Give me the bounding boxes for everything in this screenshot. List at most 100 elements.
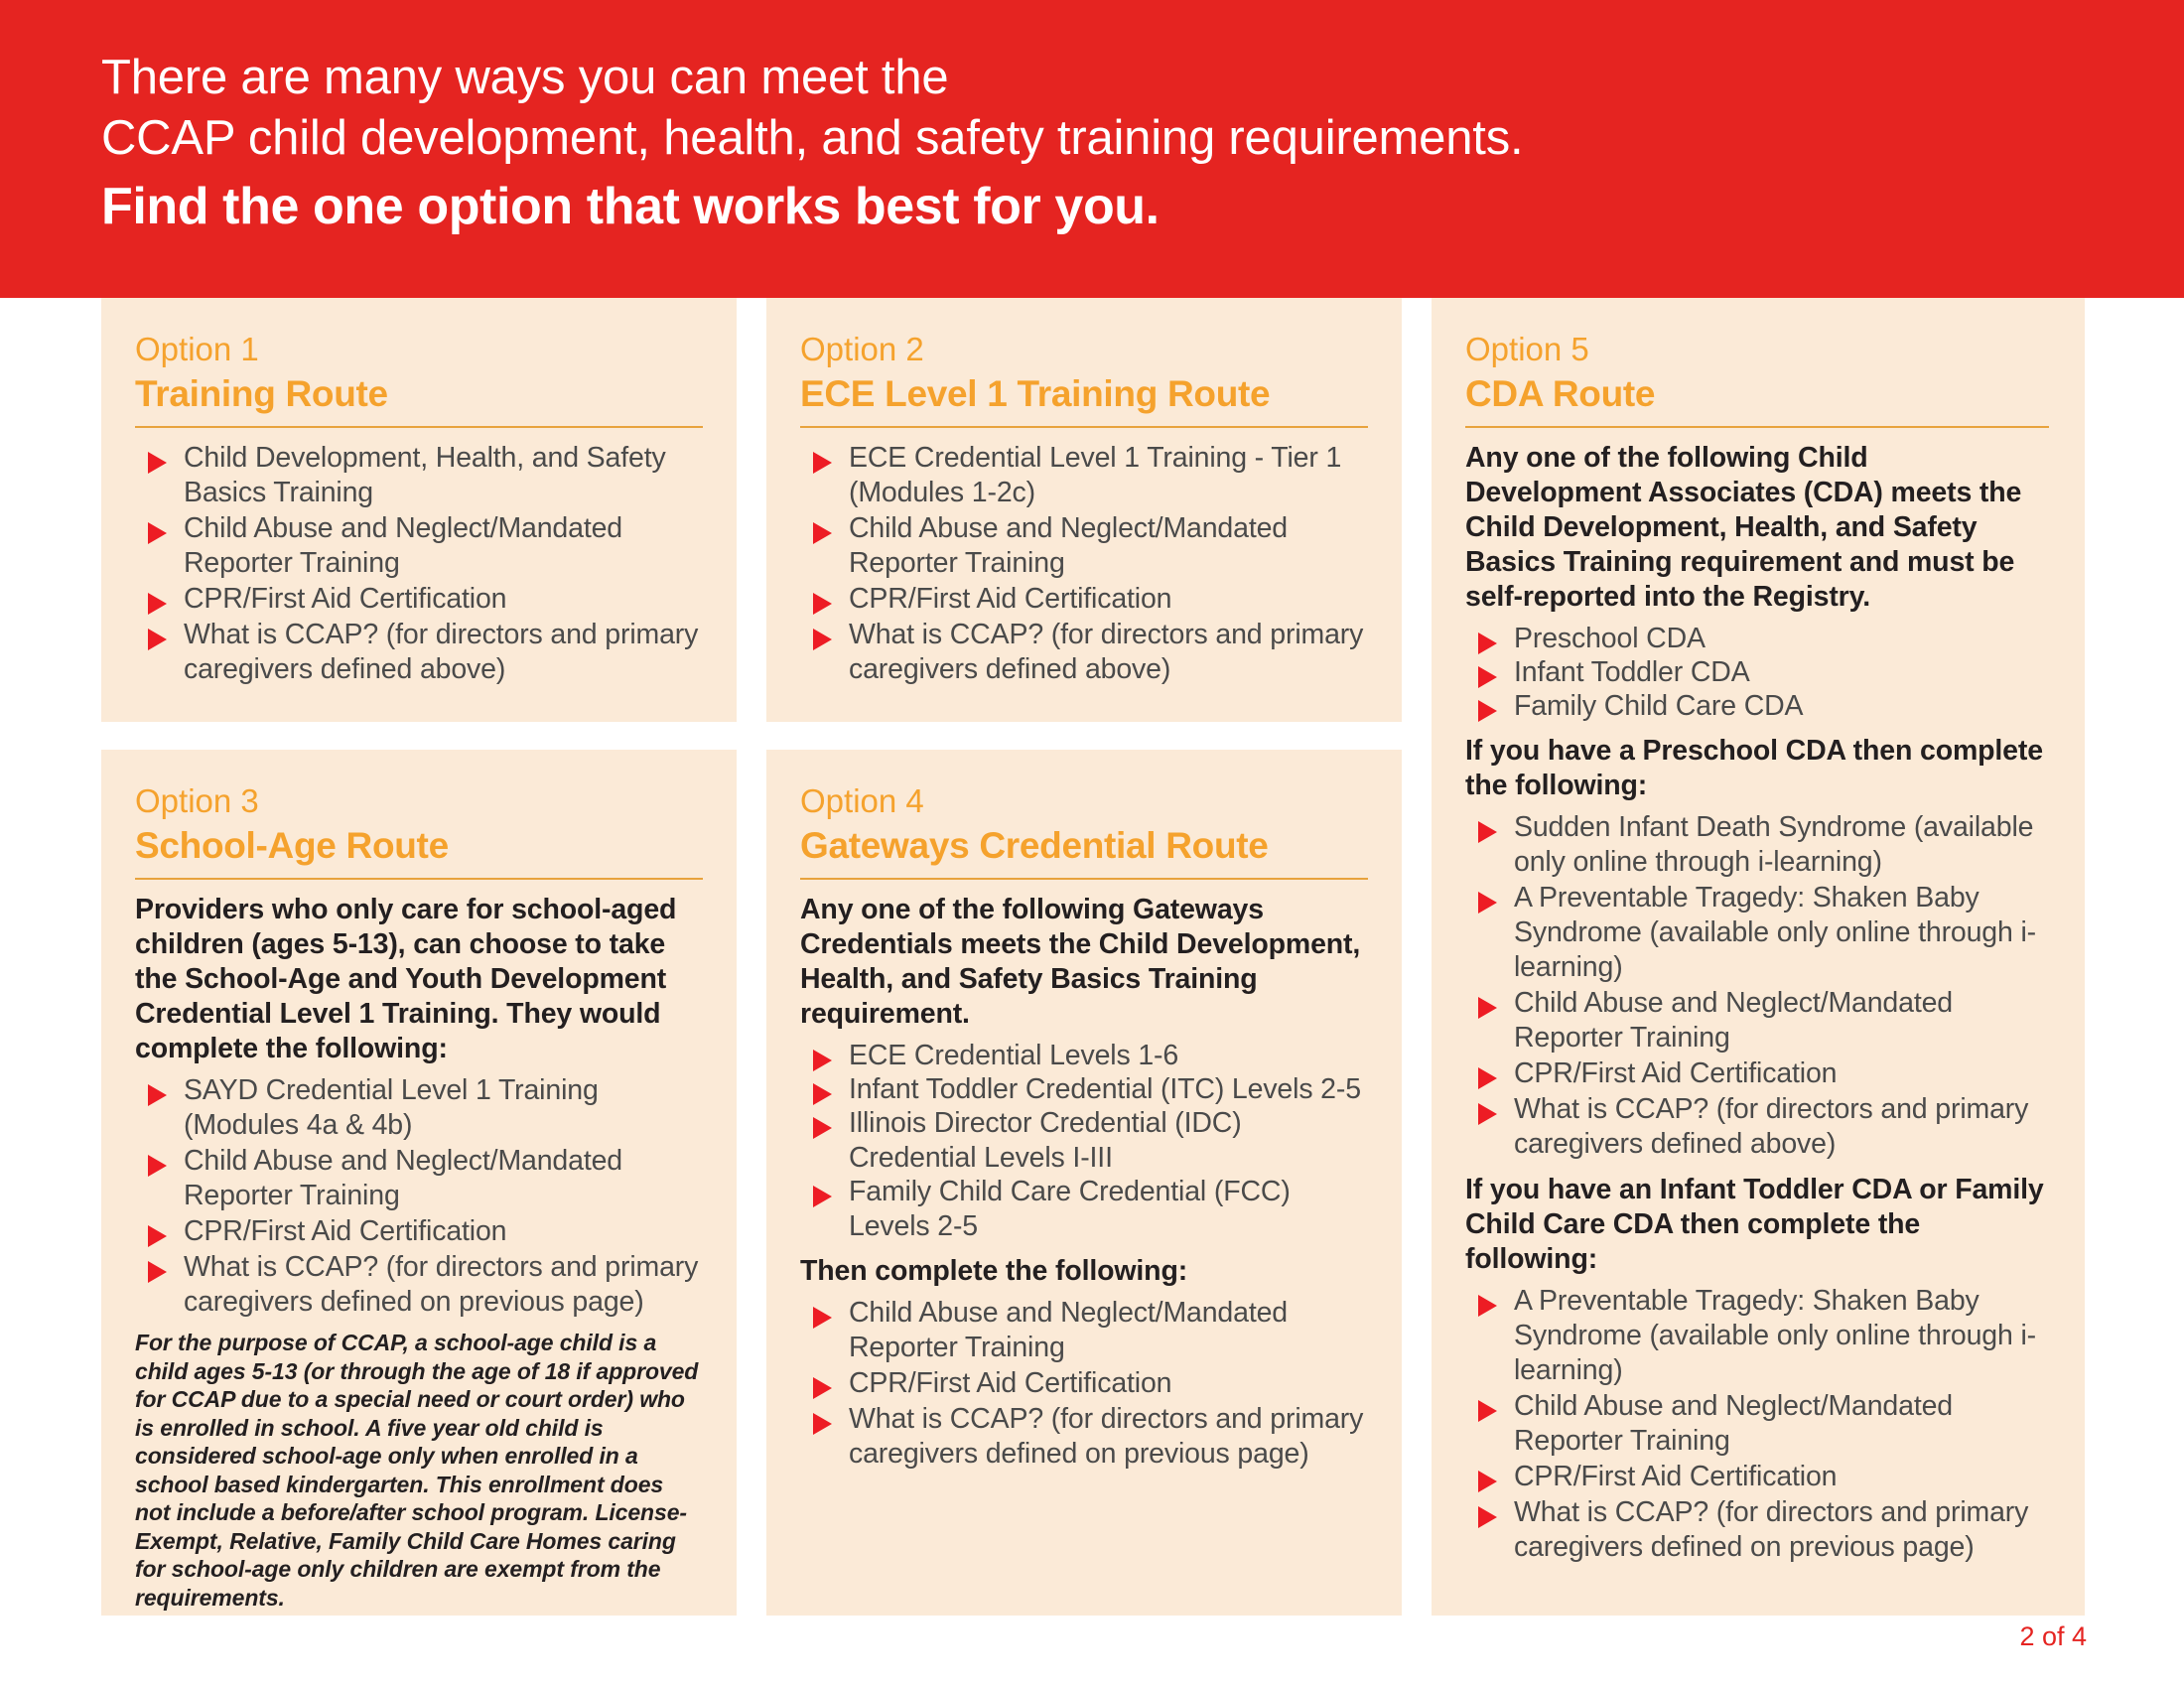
list-item-label: A Preventable Tragedy: Shaken Baby Syndr… <box>1514 1285 2037 1386</box>
option-card-3: Option 3 School-Age Route Providers who … <box>101 750 737 1616</box>
list-item: What is CCAP? (for directors and primary… <box>135 1250 703 1320</box>
triangle-bullet-icon <box>148 1084 167 1106</box>
list-item: A Preventable Tragedy: Shaken Baby Syndr… <box>1465 1284 2051 1388</box>
triangle-bullet-icon <box>813 629 832 650</box>
list-item-label: ECE Credential Level 1 Training - Tier 1… <box>849 442 1342 508</box>
list-item-label: Child Abuse and Neglect/Mandated Reporte… <box>849 512 1289 579</box>
list-item-label: What is CCAP? (for directors and primary… <box>1514 1496 2029 1563</box>
option-4-credentials-list: ECE Credential Levels 1-6 Infant Toddler… <box>800 1039 1368 1244</box>
list-item-label: Preschool CDA <box>1514 623 1706 654</box>
triangle-bullet-icon <box>1478 892 1497 914</box>
list-item-label: What is CCAP? (for directors and primary… <box>849 619 1364 685</box>
list-item-label: CPR/First Aid Certification <box>184 583 507 615</box>
triangle-bullet-icon <box>813 1307 832 1329</box>
list-item-label: Child Development, Health, and Safety Ba… <box>184 442 666 508</box>
option-3-intro: Providers who only care for school-aged … <box>135 894 677 1064</box>
option-4-then-list: Child Abuse and Neglect/Mandated Reporte… <box>800 1296 1368 1472</box>
triangle-bullet-icon <box>1478 1471 1497 1492</box>
list-item: Family Child Care Credential (FCC) Level… <box>800 1175 1368 1244</box>
list-item: ECE Credential Level 1 Training - Tier 1… <box>800 441 1368 510</box>
list-item: Sudden Infant Death Syndrome (available … <box>1465 810 2051 880</box>
option-3-label: Option 3 <box>135 782 259 819</box>
triangle-bullet-icon <box>1478 1103 1497 1125</box>
triangle-bullet-icon <box>1478 1400 1497 1422</box>
triangle-bullet-icon <box>813 1117 832 1139</box>
list-item: CPR/First Aid Certification <box>800 582 1368 617</box>
triangle-bullet-icon <box>813 593 832 615</box>
list-item: CPR/First Aid Certification <box>135 582 703 617</box>
triangle-bullet-icon <box>813 1413 832 1435</box>
list-item-label: SAYD Credential Level 1 Training (Module… <box>184 1074 599 1141</box>
list-item: Family Child Care CDA <box>1465 689 2051 724</box>
option-1-divider <box>135 426 703 428</box>
triangle-bullet-icon <box>148 522 167 544</box>
list-item-label: What is CCAP? (for directors and primary… <box>184 1251 699 1318</box>
header-line-2: CCAP child development, health, and safe… <box>101 111 1524 165</box>
list-item-label: CPR/First Aid Certification <box>1514 1057 1838 1089</box>
option-2-title: ECE Level 1 Training Route <box>800 373 1271 414</box>
triangle-bullet-icon <box>1478 821 1497 843</box>
option-3-requirements-list: SAYD Credential Level 1 Training (Module… <box>135 1073 703 1320</box>
header-line-3-emphasis: Find the one option that works best for … <box>101 178 1160 235</box>
list-item-label: CPR/First Aid Certification <box>849 583 1172 615</box>
list-item-label: Infant Toddler Credential (ITC) Levels 2… <box>849 1073 1361 1105</box>
triangle-bullet-icon <box>813 522 832 544</box>
list-item: ECE Credential Levels 1-6 <box>800 1039 1368 1073</box>
option-2-divider <box>800 426 1368 428</box>
option-card-1: Option 1 Training Route Child Developmen… <box>101 298 737 722</box>
list-item: Child Abuse and Neglect/Mandated Reporte… <box>1465 1389 2051 1459</box>
triangle-bullet-icon <box>1478 1295 1497 1317</box>
list-item: What is CCAP? (for directors and primary… <box>1465 1495 2051 1565</box>
triangle-bullet-icon <box>1478 700 1497 722</box>
option-5-cda-list: Preschool CDA Infant Toddler CDA Family … <box>1465 622 2051 724</box>
list-item-label: What is CCAP? (for directors and primary… <box>1514 1093 2029 1160</box>
option-5-label: Option 5 <box>1465 331 1589 367</box>
triangle-bullet-icon <box>813 1377 832 1399</box>
option-4-intro: Any one of the following Gateways Creden… <box>800 894 1361 1030</box>
list-item-label: Child Abuse and Neglect/Mandated Reporte… <box>1514 987 1954 1054</box>
list-item: Child Development, Health, and Safety Ba… <box>135 441 703 510</box>
list-item: SAYD Credential Level 1 Training (Module… <box>135 1073 703 1143</box>
list-item-label: Family Child Care Credential (FCC) Level… <box>849 1176 1291 1242</box>
triangle-bullet-icon <box>1478 1506 1497 1528</box>
list-item: CPR/First Aid Certification <box>1465 1056 2051 1091</box>
triangle-bullet-icon <box>148 1261 167 1283</box>
list-item-label: Child Abuse and Neglect/Mandated Reporte… <box>849 1297 1289 1363</box>
triangle-bullet-icon <box>148 629 167 650</box>
option-1-label: Option 1 <box>135 331 259 367</box>
header-line-1: There are many ways you can meet the <box>101 51 949 104</box>
list-item-label: What is CCAP? (for directors and primary… <box>849 1403 1364 1470</box>
option-3-footnote: For the purpose of CCAP, a school-age ch… <box>135 1330 699 1611</box>
list-item-label: Sudden Infant Death Syndrome (available … <box>1514 811 2034 878</box>
list-item-label: Child Abuse and Neglect/Mandated Reporte… <box>184 512 623 579</box>
list-item-label: CPR/First Aid Certification <box>849 1367 1172 1399</box>
list-item-label: Family Child Care CDA <box>1514 690 1804 722</box>
list-item-label: Illinois Director Credential (IDC) Crede… <box>849 1107 1242 1174</box>
list-item: Infant Toddler CDA <box>1465 655 2051 690</box>
list-item-label: Child Abuse and Neglect/Mandated Reporte… <box>184 1145 623 1211</box>
list-item: Child Abuse and Neglect/Mandated Reporte… <box>800 1296 1368 1365</box>
list-item: Child Abuse and Neglect/Mandated Reporte… <box>1465 986 2051 1055</box>
list-item-label: Child Abuse and Neglect/Mandated Reporte… <box>1514 1390 1954 1457</box>
list-item: A Preventable Tragedy: Shaken Baby Syndr… <box>1465 881 2051 985</box>
option-1-requirements-list: Child Development, Health, and Safety Ba… <box>135 441 703 687</box>
option-5-title: CDA Route <box>1465 373 1656 414</box>
option-5-preschool-list: Sudden Infant Death Syndrome (available … <box>1465 810 2051 1162</box>
option-card-5: Option 5 CDA Route Any one of the follow… <box>1432 298 2085 1616</box>
page-number: 2 of 4 <box>2019 1621 2087 1651</box>
triangle-bullet-icon <box>1478 666 1497 688</box>
triangle-bullet-icon <box>1478 1067 1497 1089</box>
option-4-title: Gateways Credential Route <box>800 825 1269 866</box>
option-5-divider <box>1465 426 2049 428</box>
list-item: CPR/First Aid Certification <box>135 1214 703 1249</box>
list-item-label: What is CCAP? (for directors and primary… <box>184 619 699 685</box>
list-item: Illinois Director Credential (IDC) Crede… <box>800 1106 1368 1176</box>
list-item: Child Abuse and Neglect/Mandated Reporte… <box>800 511 1368 581</box>
list-item: What is CCAP? (for directors and primary… <box>800 618 1368 687</box>
options-grid: Option 1 Training Route Child Developmen… <box>0 298 2184 1628</box>
option-3-divider <box>135 878 703 880</box>
header-banner: There are many ways you can meet the CCA… <box>0 0 2184 298</box>
list-item: Child Abuse and Neglect/Mandated Reporte… <box>135 511 703 581</box>
list-item-label: CPR/First Aid Certification <box>1514 1461 1838 1492</box>
option-5-infant-list: A Preventable Tragedy: Shaken Baby Syndr… <box>1465 1284 2051 1565</box>
